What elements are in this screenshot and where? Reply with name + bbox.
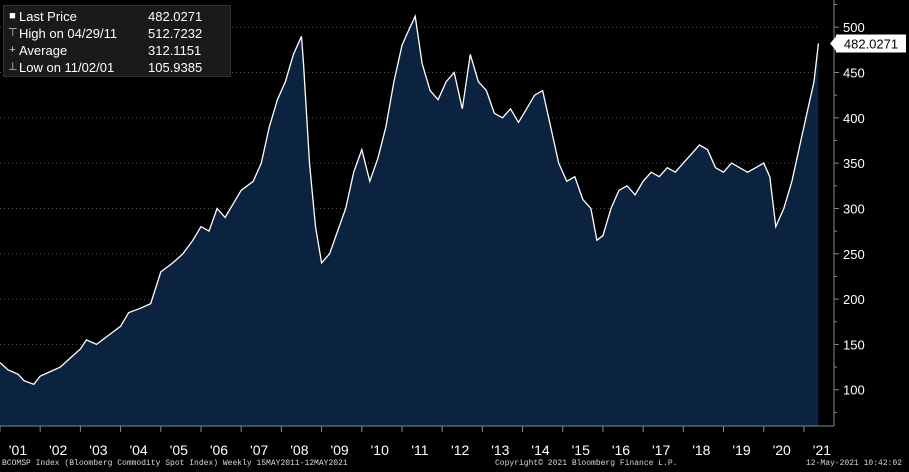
square-icon: ■ <box>9 10 16 22</box>
y-tick-label: 500 <box>843 20 865 35</box>
x-tick-label: '13 <box>491 442 509 458</box>
x-tick-label: '15 <box>572 442 590 458</box>
y-tick-label: 450 <box>843 66 865 81</box>
last-value-tag: 482.0271 <box>830 34 906 53</box>
price-area-fill <box>0 16 819 427</box>
x-tick-label: '07 <box>250 442 268 458</box>
x-tick-label: '04 <box>129 442 147 458</box>
legend-average: + Average 312.1151 <box>4 42 230 59</box>
x-tick-label: '05 <box>170 442 188 458</box>
x-tick-label: '01 <box>9 442 27 458</box>
footer-timestamp: 12-May-2021 10:42:02 <box>806 459 903 468</box>
legend-average-label: Average <box>19 43 68 58</box>
y-axis-ticks: 100 150 200 250 300 350 400 450 500 <box>834 4 865 413</box>
legend-high-label: High on 04/29/11 <box>19 26 118 41</box>
average-marker-icon: + <box>9 44 16 56</box>
x-tick-label: '08 <box>290 442 308 458</box>
y-tick-label: 300 <box>843 201 865 216</box>
x-tick-label: '06 <box>210 442 228 458</box>
x-tick-label: '11 <box>411 442 428 458</box>
low-marker-icon: ⊥ <box>8 61 18 73</box>
x-tick-label: '16 <box>612 442 630 458</box>
legend-low-label: Low on 11/02/01 <box>19 60 115 75</box>
legend-high: ⊤ High on 04/29/11 512.7232 <box>4 25 230 42</box>
footer-copyright: Copyright© 2021 Bloomberg Finance L.P. <box>495 459 678 468</box>
price-line <box>0 14 820 386</box>
x-tick-label: '10 <box>371 442 389 458</box>
legend-last-price-label: Last Price <box>19 9 77 24</box>
x-tick-label: '03 <box>89 442 107 458</box>
x-tick-label: '21 <box>813 442 831 458</box>
y-tick-label: 250 <box>843 247 865 262</box>
chart-legend: ■ Last Price 482.0271 ⊤ High on 04/29/11… <box>3 5 231 77</box>
last-value-label: 482.0271 <box>844 37 898 52</box>
high-marker-icon: ⊤ <box>8 27 18 39</box>
x-axis-ticks: '01 '02 '03 '04 '05 '06 '07 '08 '09 '10 '11 '12 '13 '… <box>0 426 831 458</box>
footer-index-description: BCOMSP Index (Bloomberg Commodity Spot I… <box>2 459 348 468</box>
y-tick-label: 350 <box>843 156 865 171</box>
x-tick-label: '12 <box>451 442 469 458</box>
x-tick-label: '17 <box>652 442 670 458</box>
y-tick-label: 400 <box>843 111 865 126</box>
x-tick-label: '02 <box>49 442 67 458</box>
legend-low-value: 105.9385 <box>148 60 203 75</box>
x-tick-label: '09 <box>330 442 348 458</box>
y-tick-label: 200 <box>843 292 865 307</box>
x-tick-label: '14 <box>531 442 549 458</box>
legend-last-price: ■ Last Price 482.0271 <box>4 8 230 25</box>
y-tick-label: 150 <box>843 337 865 352</box>
legend-low: ⊥ Low on 11/02/01 105.9385 <box>4 59 230 76</box>
y-tick-label: 100 <box>843 383 865 398</box>
plot-right-edge <box>820 0 834 426</box>
x-tick-label: '20 <box>773 442 791 458</box>
x-tick-label: '19 <box>732 442 750 458</box>
x-tick-label: '18 <box>692 442 710 458</box>
legend-last-price-value: 482.0271 <box>148 9 203 24</box>
legend-average-value: 312.1151 <box>148 43 202 58</box>
legend-high-value: 512.7232 <box>148 26 203 41</box>
